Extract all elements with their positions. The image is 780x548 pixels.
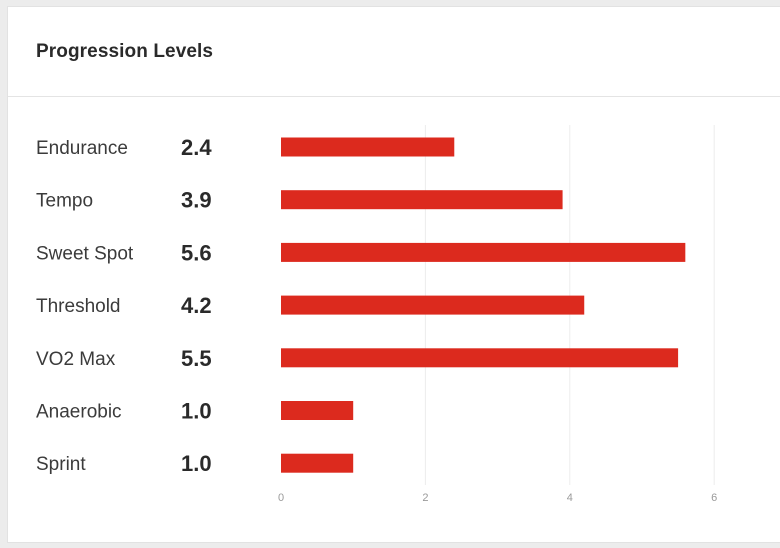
category-label: Threshold bbox=[36, 296, 121, 317]
category-label: Tempo bbox=[36, 191, 93, 212]
category-label: Sprint bbox=[36, 454, 86, 475]
x-tick-label: 4 bbox=[567, 492, 573, 504]
value-label: 5.6 bbox=[181, 240, 212, 265]
card-header: Progression Levels bbox=[8, 7, 780, 97]
x-tick-label: 2 bbox=[422, 492, 428, 504]
category-label: VO2 Max bbox=[36, 349, 116, 370]
category-label: Sweet Spot bbox=[36, 243, 134, 264]
value-label: 1.0 bbox=[181, 451, 212, 476]
value-label: 4.2 bbox=[181, 293, 212, 318]
value-label: 2.4 bbox=[181, 135, 212, 160]
x-tick-label: 6 bbox=[711, 492, 717, 504]
value-label: 3.9 bbox=[181, 188, 212, 213]
value-label: 5.5 bbox=[181, 346, 212, 371]
category-label: Endurance bbox=[36, 138, 128, 159]
bars-layer bbox=[281, 137, 686, 473]
bar-endurance[interactable] bbox=[281, 137, 455, 157]
card-title: Progression Levels bbox=[36, 41, 214, 62]
bar-sweet-spot[interactable] bbox=[281, 242, 686, 262]
category-label: Anaerobic bbox=[36, 402, 122, 423]
labels-layer: Endurance 2.4 Tempo 3.9 Sweet Spot 5.6 Thresho… bbox=[36, 135, 212, 476]
x-axis-ticks: 0 2 4 6 bbox=[278, 492, 717, 504]
bar-vo2-max[interactable] bbox=[281, 348, 679, 368]
value-label: 1.0 bbox=[181, 399, 212, 424]
bar-sprint[interactable] bbox=[281, 453, 354, 473]
x-tick-label: 0 bbox=[278, 492, 284, 504]
bar-threshold[interactable] bbox=[281, 295, 585, 315]
bar-anaerobic[interactable] bbox=[281, 401, 354, 420]
progression-levels-card: Progression Levels bbox=[7, 6, 780, 543]
bar-tempo[interactable] bbox=[281, 190, 563, 210]
